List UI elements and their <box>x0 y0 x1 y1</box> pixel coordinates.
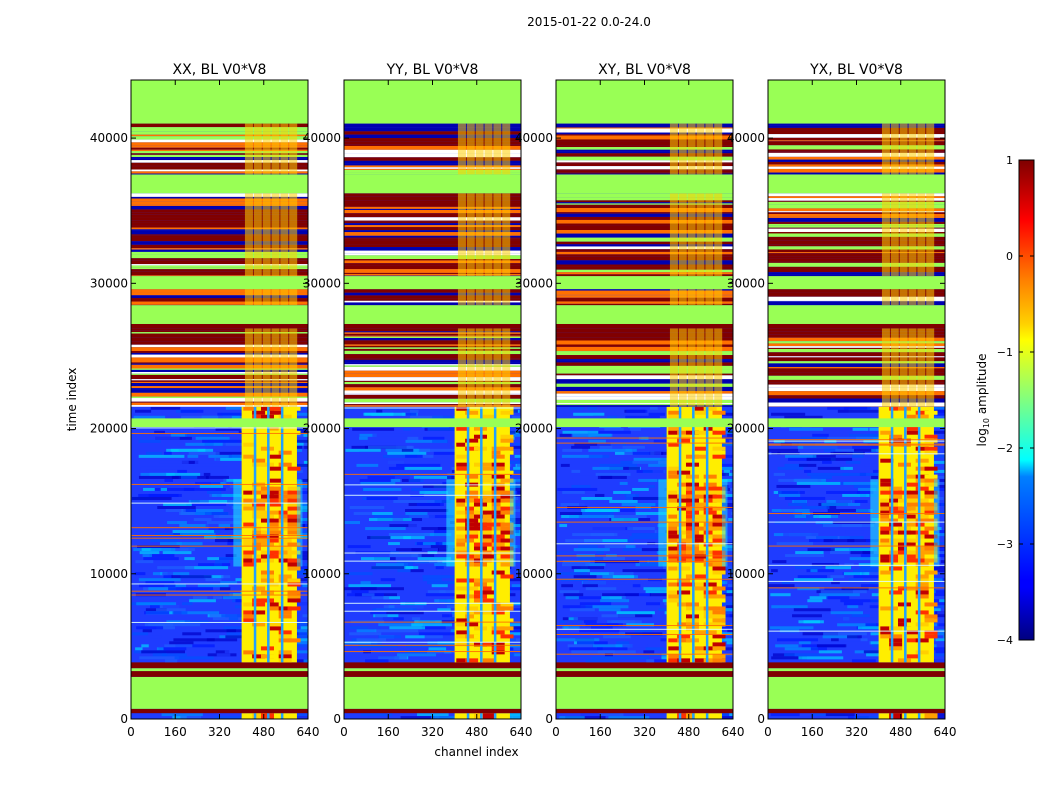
y-tick-label: 20000 <box>303 422 341 436</box>
y-tick-label: 30000 <box>515 276 553 290</box>
panel-title: YX, BL V0*V8 <box>809 62 903 78</box>
y-tick-label: 10000 <box>90 567 128 581</box>
x-tick-label: 480 <box>252 725 275 739</box>
x-tick-label: 320 <box>421 725 444 739</box>
y-tick-label: 40000 <box>727 131 765 145</box>
panel-title: YY, BL V0*V8 <box>386 62 479 78</box>
x-tick-label: 0 <box>127 725 135 739</box>
x-tick-label: 480 <box>465 725 488 739</box>
x-tick-label: 0 <box>340 725 348 739</box>
heatmap-image <box>556 80 733 719</box>
heatmap-image <box>768 80 945 719</box>
heatmap-image <box>131 80 308 719</box>
colorbar-tick-label: −2 <box>997 442 1013 455</box>
y-tick-label: 40000 <box>90 131 128 145</box>
x-tick-label: 0 <box>552 725 560 739</box>
y-tick-label: 40000 <box>303 131 341 145</box>
x-tick-label: 640 <box>510 725 533 739</box>
heatmap-panel-2: YY, BL V0*V8 0 160 320 480 640 0 10000 20000 3000… <box>303 62 533 759</box>
y-axis-label: time index <box>65 368 79 432</box>
x-tick-label: 640 <box>934 725 957 739</box>
x-tick-label: 640 <box>297 725 320 739</box>
colorbar-label: log10 amplitude <box>975 354 991 447</box>
x-axis-label: channel index <box>434 745 518 759</box>
y-tick-label: 40000 <box>515 131 553 145</box>
y-tick-label: 0 <box>545 712 553 726</box>
heatmap-image <box>344 80 521 719</box>
colorbar-tick-label: 1 <box>1006 154 1013 167</box>
heatmap-panel-1: XX, BL V0*V8 0 160 320 480 640 0 10000 20000 3000… <box>65 62 320 739</box>
y-tick-label: 20000 <box>515 422 553 436</box>
colorbar-tick-label: −3 <box>997 538 1013 551</box>
colorbar-tick-label: 0 <box>1006 250 1013 263</box>
x-tick-label: 160 <box>589 725 612 739</box>
figure-suptitle: 2015-01-22 0.0-24.0 <box>527 15 651 29</box>
y-tick-label: 20000 <box>90 422 128 436</box>
colorbar-tick-label: −4 <box>997 634 1013 647</box>
x-tick-label: 480 <box>889 725 912 739</box>
y-tick-label: 20000 <box>727 422 765 436</box>
y-tick-label: 10000 <box>303 567 341 581</box>
x-tick-label: 320 <box>633 725 656 739</box>
colorbar-gradient <box>1018 159 1035 641</box>
colorbar: 1 0 −1 −2 −3 −4 log10 amplitude <box>975 154 1035 647</box>
x-tick-label: 320 <box>208 725 231 739</box>
heatmap-panel-3: XY, BL V0*V8 0 160 320 480 640 0 10000 20000 3000… <box>515 62 745 739</box>
colorbar-tick-label: −1 <box>997 346 1013 359</box>
panel-title: XY, BL V0*V8 <box>598 62 691 78</box>
y-tick-label: 10000 <box>515 567 553 581</box>
x-tick-label: 160 <box>377 725 400 739</box>
heatmap-panel-4: YX, BL V0*V8 0 160 320 480 640 0 10000 20000 3000… <box>727 62 957 739</box>
y-tick-label: 30000 <box>303 276 341 290</box>
y-tick-label: 30000 <box>727 276 765 290</box>
y-tick-label: 30000 <box>90 276 128 290</box>
y-tick-label: 0 <box>757 712 765 726</box>
x-tick-label: 160 <box>801 725 824 739</box>
heatmap-panels: XX, BL V0*V8 0 160 320 480 640 0 10000 20000 3000… <box>65 62 957 759</box>
x-tick-label: 160 <box>164 725 187 739</box>
x-tick-label: 320 <box>845 725 868 739</box>
x-tick-label: 480 <box>677 725 700 739</box>
panel-title: XX, BL V0*V8 <box>173 62 267 78</box>
x-tick-label: 0 <box>764 725 772 739</box>
y-tick-label: 0 <box>120 712 128 726</box>
y-tick-label: 0 <box>333 712 341 726</box>
y-tick-label: 10000 <box>727 567 765 581</box>
x-tick-label: 640 <box>722 725 745 739</box>
